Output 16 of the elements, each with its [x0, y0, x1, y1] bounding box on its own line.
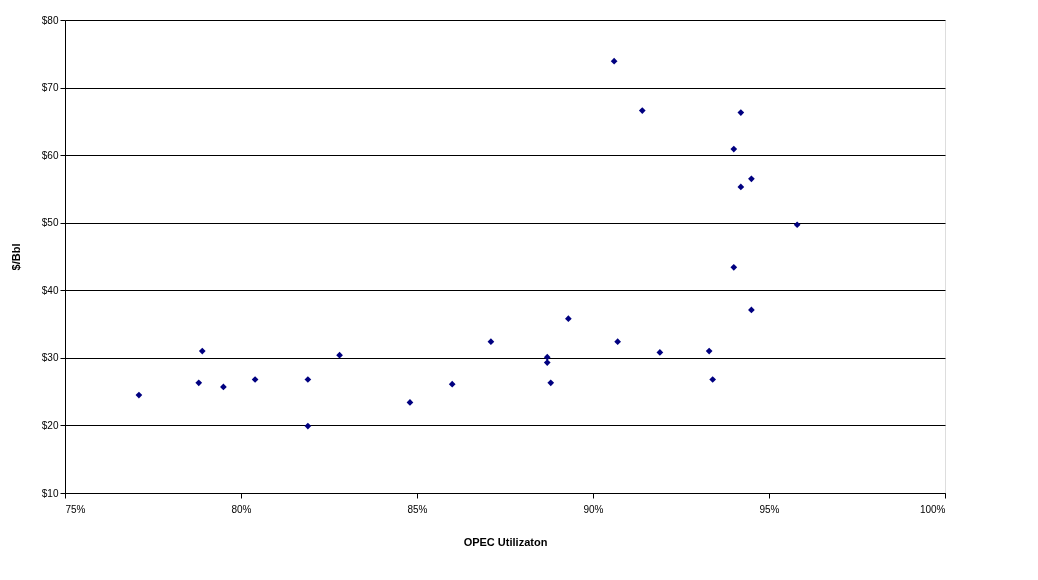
y-tick-label: $80 — [41, 14, 59, 26]
x-tick-label: 100% — [919, 503, 946, 515]
y-axis-title: $/Bbl — [9, 243, 22, 271]
x-tick-label: 75% — [65, 503, 86, 515]
y-tick-label: $50 — [41, 217, 59, 229]
x-tick-label: 85% — [407, 503, 428, 515]
y-tick-label: $30 — [41, 352, 59, 364]
x-axis-title: OPEC Utilizaton — [463, 535, 548, 548]
y-tick-label: $40 — [41, 284, 59, 296]
y-tick-label: $70 — [41, 82, 59, 94]
y-tick-label: $60 — [41, 149, 59, 161]
x-tick-label: 95% — [759, 503, 780, 515]
y-tick-label: $20 — [41, 419, 59, 431]
y-tick-label: $10 — [41, 487, 59, 499]
x-tick-label: 90% — [583, 503, 604, 515]
x-tick-label: 80% — [231, 503, 252, 515]
